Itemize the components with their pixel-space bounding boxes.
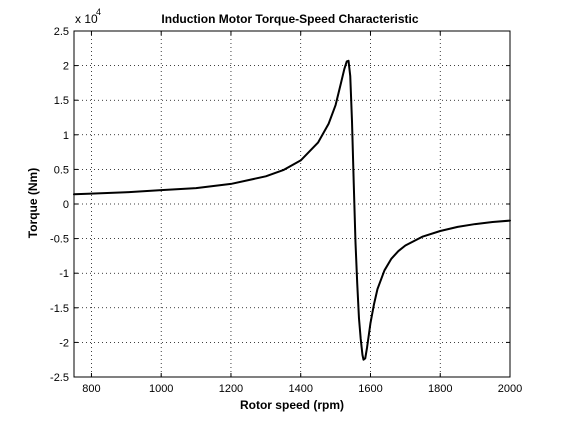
y-tick-label: -0.5 <box>50 234 69 246</box>
series-layer <box>73 59 511 361</box>
x-tick-labels: 800 1000 1200 1400 1600 1800 2000 <box>82 383 522 395</box>
y-tick-label: 2 <box>63 61 69 73</box>
y-axis-exponent: x 10 4 <box>75 7 101 26</box>
y-tick-label: -2 <box>59 337 69 349</box>
x-tick-label: 1600 <box>358 383 382 395</box>
y-tick-label: -1.5 <box>50 303 69 315</box>
y-axis-exponent-power: 4 <box>96 7 101 17</box>
x-axis-label: Rotor speed (rpm) <box>240 398 344 412</box>
y-tick-label: -1 <box>59 268 69 280</box>
y-tick-label: 1.5 <box>54 95 69 107</box>
x-tick-label: 1800 <box>428 383 452 395</box>
x-tick-label: 800 <box>82 383 100 395</box>
y-tick-label: 2.5 <box>54 26 69 38</box>
x-tick-label: 1400 <box>288 383 312 395</box>
y-tick-label: -2.5 <box>50 372 69 384</box>
tick-marks <box>74 30 511 378</box>
x-tick-label: 1200 <box>219 383 243 395</box>
torque-speed-curve <box>73 59 511 361</box>
y-axis-label: Torque (Nm) <box>26 168 40 238</box>
chart-title: Induction Motor Torque-Speed Characteris… <box>161 12 418 26</box>
y-tick-label: 0.5 <box>54 164 69 176</box>
y-tick-labels: -2.5 -2 -1.5 -1 -0.5 0 0.5 1 1.5 2 2.5 <box>50 26 69 384</box>
y-tick-label: 1 <box>63 130 69 142</box>
y-tick-label: 0 <box>63 199 69 211</box>
x-tick-label: 1000 <box>149 383 173 395</box>
y-axis-exponent-base: x 10 <box>75 12 98 26</box>
x-tick-label: 2000 <box>498 383 522 395</box>
